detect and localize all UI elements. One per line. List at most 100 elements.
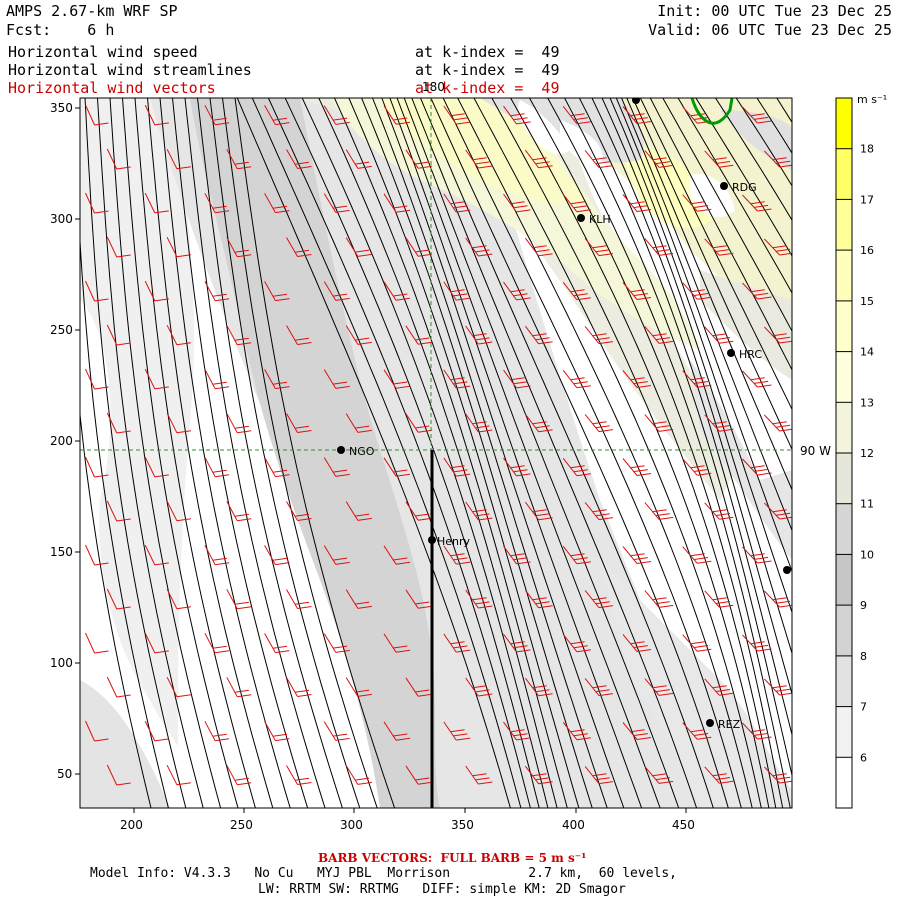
wind-barb <box>204 457 230 478</box>
wind-barb <box>383 545 411 565</box>
wind-barb <box>204 369 230 390</box>
wind-barb <box>504 810 531 828</box>
wind-barb <box>622 106 652 124</box>
parallel-label: 90 W <box>800 444 831 458</box>
wind-barb <box>144 192 169 214</box>
wind-barb <box>525 413 553 433</box>
streamline <box>172 98 309 808</box>
wind-barb <box>562 105 591 125</box>
wind-barb <box>503 721 531 741</box>
streamline <box>381 98 625 808</box>
wind-barb <box>562 457 591 477</box>
wind-barb <box>323 457 350 477</box>
wind-barb <box>503 281 531 301</box>
wind-barb <box>465 589 493 609</box>
station-dot-top <box>632 98 640 104</box>
colorbar-level-label: 18 <box>860 143 874 156</box>
wind-barb <box>443 105 471 125</box>
wind-barb <box>264 105 290 126</box>
y-tick-label: 300 <box>50 212 73 226</box>
wind-barb <box>704 590 734 608</box>
init-time: Init: 00 UTC Tue 23 Dec 25 <box>657 2 892 20</box>
streamline <box>442 98 742 808</box>
wind-barb <box>764 590 792 608</box>
wind-barb <box>323 369 350 389</box>
wind-barb <box>286 149 312 169</box>
wind-barb <box>682 722 712 740</box>
wind-barb <box>85 720 109 742</box>
streamline <box>403 98 680 808</box>
field-label-vectors: Horizontal wind vectors <box>8 79 216 97</box>
y-tick-label: 100 <box>50 656 73 670</box>
streamline <box>301 98 549 808</box>
wind-barb <box>764 238 792 256</box>
colorbar-swatch <box>836 402 852 454</box>
wind-barb <box>764 414 792 432</box>
x-tick-label: 400 <box>562 818 585 832</box>
field-label-speed: Horizontal wind speed <box>8 43 198 61</box>
colorbar-level-label: 16 <box>860 244 874 257</box>
wind-barb <box>204 633 230 654</box>
streamline <box>84 98 187 808</box>
wind-barb <box>106 588 131 610</box>
colorbar-swatch <box>836 503 852 555</box>
wind-barb <box>226 149 252 170</box>
wind-barb <box>264 369 290 390</box>
wind-barb <box>443 281 471 301</box>
streamline <box>662 98 792 333</box>
wind-barb <box>405 765 433 785</box>
wind-barb <box>323 721 350 741</box>
x-tick-label: 450 <box>672 818 695 832</box>
y-tick-label: 150 <box>50 545 73 559</box>
y-tick-label: 350 <box>50 101 73 115</box>
wind-barb <box>166 676 191 698</box>
wind-barb <box>383 633 411 653</box>
wind-barb <box>166 500 191 522</box>
streamline <box>334 98 568 808</box>
wind-barbs <box>85 104 792 828</box>
colorbar-level-label: 12 <box>860 447 874 460</box>
wind-barb <box>106 500 131 522</box>
wind-barb <box>345 325 372 345</box>
wind-barb <box>85 280 109 302</box>
wind-barb <box>584 326 613 345</box>
wind-barb <box>622 194 652 212</box>
streamline <box>318 98 558 808</box>
wind-barb <box>443 721 471 741</box>
colorbar-level-label: 14 <box>860 346 874 359</box>
colorbar: 18 17 16 15 14 13 12 11 10 9 8 7 6 <box>835 97 874 809</box>
streamline <box>609 98 792 614</box>
wind-barb <box>383 457 411 477</box>
wind-barb <box>226 501 252 522</box>
wind-barb <box>682 282 712 300</box>
wind-barb <box>742 106 772 124</box>
wind-barb <box>405 677 433 697</box>
streamline <box>109 98 222 808</box>
streamline <box>134 98 256 808</box>
station-label-rdg: RDG <box>732 181 757 194</box>
wind-barb <box>166 236 191 258</box>
station-markers: NGO Henry KLH RDG HRC REZ <box>337 98 791 731</box>
wind-barb <box>443 369 471 389</box>
field-label-streamlines: Horizontal wind streamlines <box>8 61 252 79</box>
x-tick-label: 200 <box>120 818 143 832</box>
wind-barb <box>264 545 290 566</box>
y-axis-labels: 350 300 250 200 150 100 50 <box>50 101 73 781</box>
wind-barb <box>584 502 613 521</box>
wind-barb <box>286 237 312 257</box>
wind-barb <box>682 370 712 388</box>
streamline <box>639 98 792 411</box>
x-tick-label: 250 <box>230 818 253 832</box>
wind-barb <box>345 149 372 169</box>
wind-barb <box>345 237 372 257</box>
wind-barb <box>226 237 252 258</box>
wind-barb <box>144 368 169 390</box>
colorbar-level-label: 11 <box>860 498 874 511</box>
y-tick-label: 250 <box>50 323 73 337</box>
wind-barb <box>226 325 252 346</box>
wind-barb <box>503 545 531 565</box>
station-label-rez: REZ <box>718 718 741 731</box>
wind-barb <box>443 457 471 477</box>
colorbar-level-label: 7 <box>860 701 867 714</box>
wind-barb <box>106 676 131 698</box>
